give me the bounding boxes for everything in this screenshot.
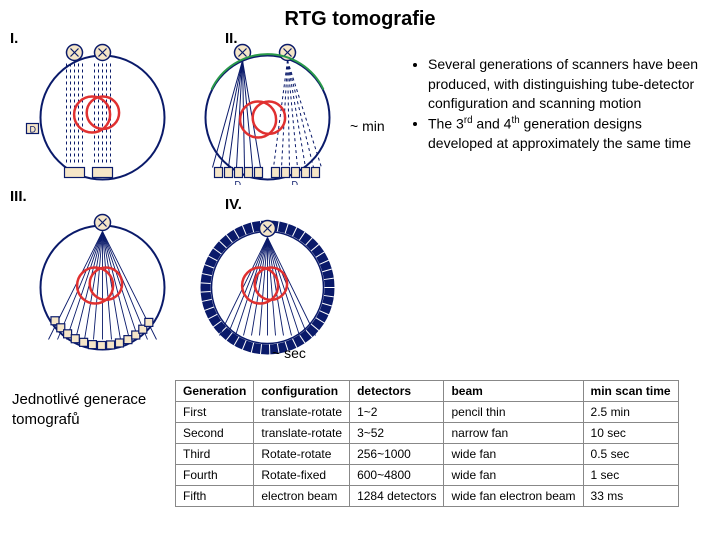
gen-label-1: I. (10, 30, 18, 47)
col-header: beam (444, 381, 583, 402)
col-header: min scan time (583, 381, 678, 402)
diagram-gen-3 (25, 210, 180, 355)
table-row: ThirdRotate-rotate256~1000wide fan0.5 se… (176, 444, 679, 465)
time-label-min: ~ min (350, 118, 385, 134)
diagram-gen-4 (190, 210, 345, 355)
table-title: Jednotlivé generace tomografů (12, 390, 162, 429)
diagram-gen-2: DD (190, 40, 345, 185)
bullet-1: Several generations of scanners have bee… (428, 55, 710, 114)
svg-text:D: D (30, 125, 37, 135)
gen-label-3: III. (10, 188, 27, 205)
table-row: Fifthelectron beam1284 detectorswide fan… (176, 486, 679, 507)
page-title: RTG tomografie (0, 8, 720, 31)
col-header: detectors (350, 381, 444, 402)
svg-text:D: D (235, 180, 242, 186)
generations-table: Generationconfigurationdetectorsbeammin … (175, 380, 679, 507)
svg-text:D: D (292, 180, 299, 186)
bullet-list: Several generations of scanners have bee… (410, 55, 710, 154)
table-row: FourthRotate-fixed600~4800wide fan1 sec (176, 465, 679, 486)
time-label-sec: ~ sec (272, 345, 306, 361)
diagram-gen-1: D (25, 40, 180, 185)
col-header: Generation (176, 381, 254, 402)
table-row: Secondtranslate-rotate3~52narrow fan10 s… (176, 423, 679, 444)
bullet-2: The 3rd and 4th generation designs devel… (428, 114, 710, 154)
col-header: configuration (254, 381, 350, 402)
table-row: Firsttranslate-rotate1~2pencil thin2.5 m… (176, 402, 679, 423)
